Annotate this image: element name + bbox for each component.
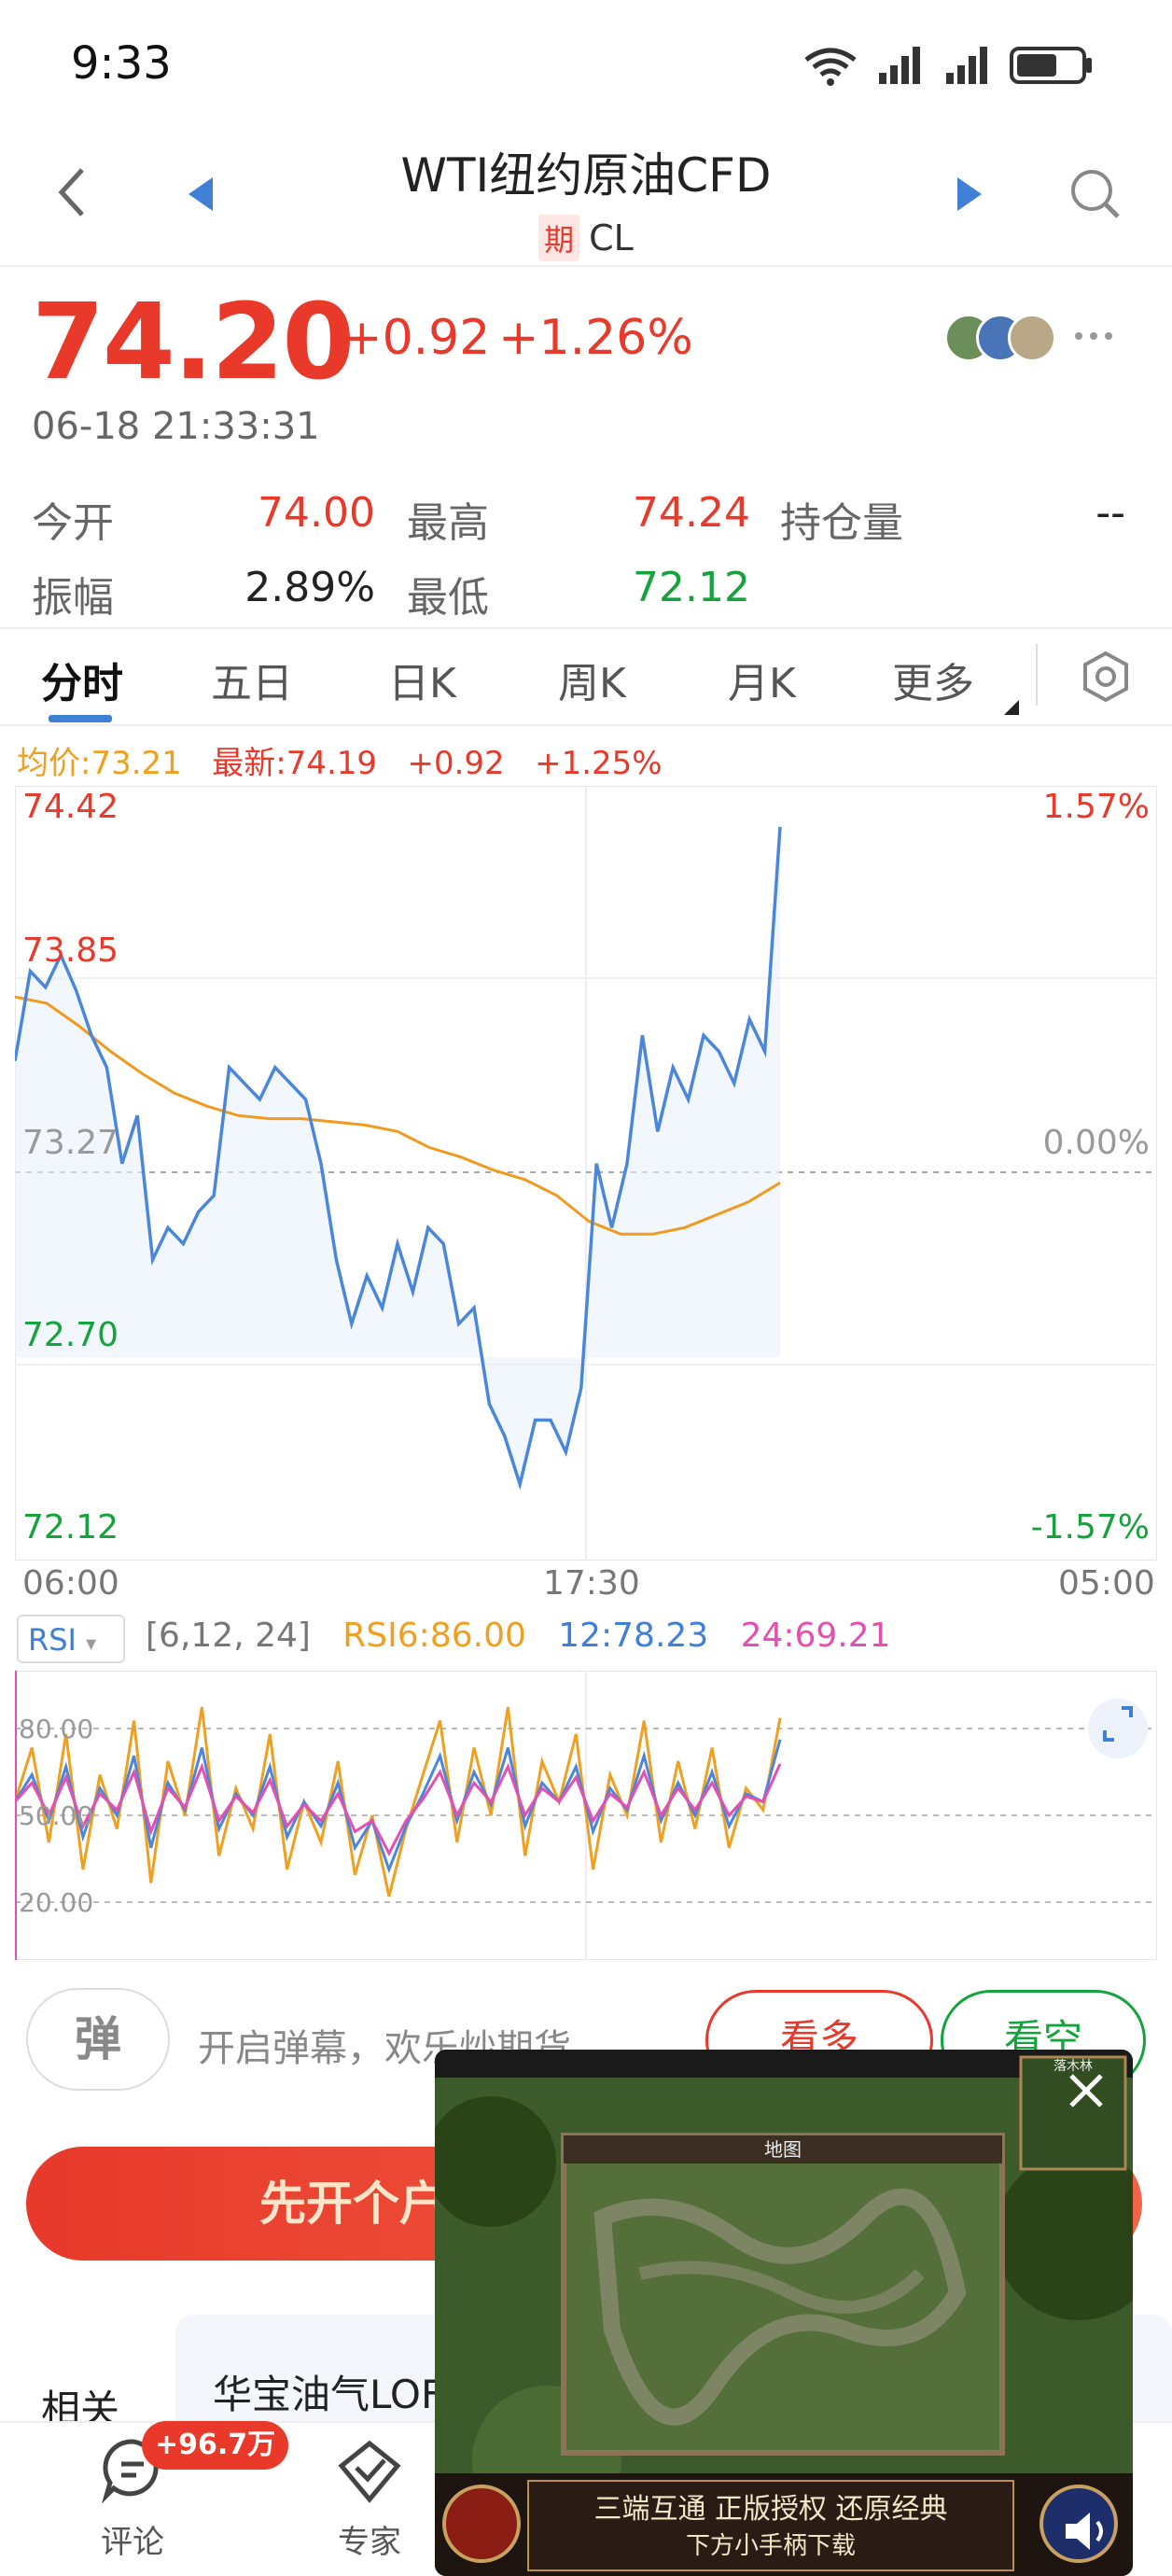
symbol-code: CL bbox=[589, 217, 634, 259]
tab-more[interactable]: 更多 bbox=[892, 660, 974, 707]
sound-icon[interactable] bbox=[1062, 2507, 1114, 2555]
tab-weekly-k[interactable]: 周K bbox=[558, 660, 626, 707]
prev-triangle-icon[interactable] bbox=[187, 175, 215, 213]
rsi12-value: 12:78.23 bbox=[558, 1617, 709, 1655]
more-icon[interactable] bbox=[1073, 329, 1114, 343]
tab-bar bbox=[0, 627, 1172, 726]
stat-label-oi: 持仓量 bbox=[780, 499, 903, 547]
stat-label-amplitude: 振幅 bbox=[32, 574, 114, 622]
tab-monthly-k[interactable]: 月K bbox=[728, 660, 796, 707]
current-price: 74.20 bbox=[32, 282, 355, 403]
tab-daily-k[interactable]: 日K bbox=[388, 660, 456, 707]
rsi-params: [6,12, 24] bbox=[146, 1617, 311, 1655]
signal-icon-2 bbox=[946, 47, 987, 84]
stat-value-high: 74.24 bbox=[633, 489, 750, 537]
stat-label-open: 今开 bbox=[32, 499, 114, 547]
average-price-line bbox=[15, 995, 781, 1236]
price-change-pct: +1.26% bbox=[498, 310, 693, 366]
indicator-select-label: RSI bbox=[28, 1622, 77, 1658]
y-pct-label-0: 1.57% bbox=[1043, 788, 1150, 826]
y-label-4: 72.12 bbox=[22, 1508, 119, 1547]
stat-value-oi: -- bbox=[1095, 489, 1125, 537]
rsi-legend: [6,12, 24] RSI6:86.00 12:78.23 24:69.21 bbox=[146, 1617, 891, 1655]
battery-icon bbox=[1010, 47, 1092, 84]
legend-latest: 最新:74.19 bbox=[212, 745, 378, 782]
ad-subtitle: 下方小手柄下载 bbox=[686, 2532, 856, 2560]
page-subtitle: 期 CL bbox=[0, 215, 1172, 261]
settings-icon[interactable] bbox=[1079, 650, 1133, 704]
rsi-y-label-80: 80.00 bbox=[19, 1714, 93, 1744]
y-label-2: 73.27 bbox=[22, 1124, 119, 1162]
y-pct-label-1: 0.00% bbox=[1043, 1124, 1150, 1162]
tab-intraday[interactable]: 分时 bbox=[41, 660, 123, 707]
rsi-y-label-20: 20.00 bbox=[19, 1887, 93, 1918]
y-label-3: 72.70 bbox=[22, 1316, 119, 1354]
comment-label[interactable]: 评论 bbox=[101, 2524, 164, 2561]
comment-count-badge: +96.7万 bbox=[142, 2421, 289, 2470]
y-label-0: 74.42 bbox=[22, 788, 119, 826]
stat-label-low: 最低 bbox=[407, 574, 489, 622]
floating-video[interactable]: 地图 落木林 三端互通 正版授权 还原经典 下方小手柄下载 bbox=[435, 2050, 1133, 2576]
search-icon[interactable] bbox=[1067, 166, 1123, 222]
legend-pct: +1.25% bbox=[535, 745, 663, 782]
stat-value-open: 74.00 bbox=[258, 489, 375, 537]
futures-badge: 期 bbox=[538, 215, 580, 261]
dropdown-corner-icon bbox=[1004, 700, 1019, 715]
tab-five-day[interactable]: 五日 bbox=[211, 660, 293, 707]
related-item-name[interactable]: 华宝油气LOF bbox=[213, 2372, 444, 2417]
danmu-button[interactable]: 弹 bbox=[26, 1988, 170, 2091]
legend-change: +0.92 bbox=[407, 745, 505, 782]
stat-value-amplitude: 2.89% bbox=[244, 564, 375, 611]
minimap-label: 落木林 bbox=[1053, 2059, 1093, 2074]
ad-title: 三端互通 正版授权 还原经典 bbox=[593, 2493, 947, 2526]
rsi24-value: 24:69.21 bbox=[740, 1617, 891, 1655]
expert-label[interactable]: 专家 bbox=[338, 2524, 401, 2561]
price-change: +0.92 bbox=[342, 310, 491, 366]
tab-active-indicator bbox=[49, 715, 112, 722]
avatar[interactable] bbox=[1008, 314, 1056, 362]
status-bar: 9:33 bbox=[0, 0, 1172, 131]
next-triangle-icon[interactable] bbox=[956, 175, 984, 213]
quote-timestamp: 06-18 21:33:31 bbox=[32, 405, 320, 448]
game-scene: 地图 落木林 三端互通 正版授权 还原经典 下方小手柄下载 bbox=[435, 2050, 1133, 2576]
signal-icon bbox=[879, 47, 920, 84]
map-window-title: 地图 bbox=[764, 2138, 802, 2161]
legend-avg: 均价:73.21 bbox=[17, 745, 182, 782]
price-area bbox=[15, 827, 780, 1485]
rsi24-line bbox=[15, 1762, 782, 1856]
expert-icon[interactable] bbox=[336, 2438, 403, 2505]
status-time: 9:33 bbox=[71, 37, 172, 90]
x-label-end: 05:00 bbox=[1058, 1564, 1155, 1603]
indicator-select[interactable]: RSI ▾ bbox=[17, 1615, 125, 1663]
rsi6-value: RSI6:86.00 bbox=[342, 1617, 526, 1655]
stat-label-high: 最高 bbox=[407, 499, 489, 547]
page-title: WTI纽约原油CFD bbox=[400, 148, 772, 203]
chevron-down-icon: ▾ bbox=[86, 1632, 97, 1656]
rsi-y-label-50: 50.00 bbox=[19, 1800, 93, 1831]
intraday-chart[interactable]: 74.42 73.85 73.27 72.70 72.12 1.57% 0.00… bbox=[15, 786, 1157, 1561]
expand-icon[interactable] bbox=[1088, 1699, 1148, 1758]
nav-bar bbox=[0, 131, 1172, 267]
stat-value-low: 72.12 bbox=[633, 564, 750, 611]
wifi-icon bbox=[804, 48, 857, 86]
close-icon[interactable] bbox=[1066, 2070, 1107, 2111]
chart-legend: 均价:73.21 最新:74.19 +0.92 +1.25% bbox=[17, 737, 663, 783]
y-label-1: 73.85 bbox=[22, 931, 119, 970]
x-label-mid: 17:30 bbox=[543, 1564, 640, 1603]
x-label-start: 06:00 bbox=[22, 1564, 119, 1603]
tab-divider bbox=[1036, 644, 1038, 706]
rsi-chart[interactable]: 80.00 50.00 20.00 bbox=[15, 1671, 1157, 1960]
back-icon[interactable] bbox=[54, 166, 91, 218]
y-pct-label-2: -1.57% bbox=[1031, 1508, 1150, 1547]
price-line bbox=[15, 826, 782, 1491]
